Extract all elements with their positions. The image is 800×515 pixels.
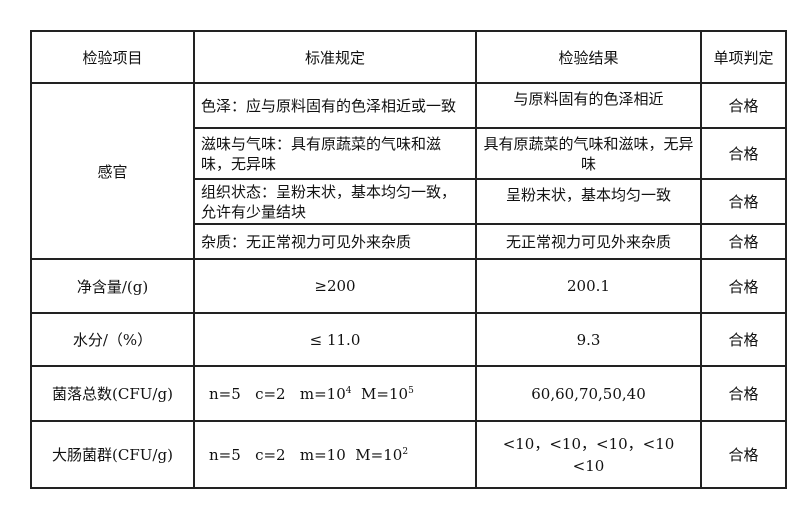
- verdict-cell: 合格: [700, 223, 787, 260]
- header-result: 检验结果: [475, 30, 702, 84]
- result-cell: 呈粉末状，基本均匀一致: [475, 178, 702, 225]
- table-row: 滋味与气味：具有原蔬菜的气味和滋味，无异味 具有原蔬菜的气味和滋味，无异味 合格: [31, 127, 787, 180]
- exponent: 5: [408, 385, 414, 396]
- item-cell: 水分/（%）: [30, 312, 195, 367]
- standard-text: n=5 c=2 m=10: [209, 384, 346, 403]
- standard-cell: 组织状态：呈粉末状，基本均匀一致，允许有少量结块: [193, 178, 477, 225]
- table-row: 组织状态：呈粉末状，基本均匀一致，允许有少量结块 呈粉末状，基本均匀一致 合格: [31, 178, 787, 225]
- result-cell: 无正常视力可见外来杂质: [475, 223, 702, 260]
- result-cell: 60,60,70,50,40: [475, 365, 702, 422]
- standard-cell: ≤ 11.0: [193, 312, 477, 367]
- inspection-table: 检验项目 标准规定 检验结果 单项判定 感官 色泽：应与原料固有的色泽相近或一致…: [30, 30, 787, 489]
- exponent: 2: [402, 446, 409, 457]
- verdict-cell: 合格: [700, 178, 787, 225]
- standard-cell: n=5 c=2 m=104 M=105: [193, 365, 477, 422]
- result-cell: 具有原蔬菜的气味和滋味，无异味: [475, 127, 702, 180]
- item-cell: 净含量/(g): [30, 258, 195, 314]
- exponent: 4: [345, 385, 352, 396]
- standard-cell: 滋味与气味：具有原蔬菜的气味和滋味，无异味: [193, 127, 477, 180]
- verdict-cell: 合格: [700, 365, 787, 422]
- table-row: 大肠菌群(CFU/g) n=5 c=2 m=10 M=102 <10，<10，<…: [30, 420, 787, 489]
- table-row: 杂质：无正常视力可见外来杂质 无正常视力可见外来杂质 合格: [31, 223, 787, 260]
- result-cell: 9.3: [475, 312, 702, 367]
- item-cell: 大肠菌群(CFU/g): [30, 420, 195, 489]
- verdict-cell: 合格: [700, 127, 787, 180]
- standard-text: n=5 c=2 m=10 M=10: [209, 445, 403, 464]
- result-cell: 200.1: [475, 258, 702, 314]
- standard-cell: 杂质：无正常视力可见外来杂质: [193, 223, 477, 260]
- standard-text: M=10: [351, 384, 409, 403]
- verdict-cell: 合格: [700, 258, 787, 314]
- header-row: 检验项目 标准规定 检验结果 单项判定: [30, 30, 787, 84]
- verdict-cell: 合格: [700, 420, 787, 489]
- standard-cell: n=5 c=2 m=10 M=102: [193, 420, 477, 489]
- table-row: 净含量/(g) ≥200 200.1 合格: [30, 258, 787, 314]
- sensory-label: 感官: [30, 82, 195, 260]
- item-cell: 菌落总数(CFU/g): [30, 365, 195, 422]
- result-cell: <10，<10，<10，<10 <10: [475, 420, 702, 489]
- verdict-cell: 合格: [700, 82, 787, 129]
- result-cell: 与原料固有的色泽相近: [475, 82, 702, 129]
- header-standard: 标准规定: [193, 30, 477, 84]
- table-row: 水分/（%） ≤ 11.0 9.3 合格: [30, 312, 787, 367]
- standard-cell: ≥200: [193, 258, 477, 314]
- table-row: 感官 色泽：应与原料固有的色泽相近或一致 与原料固有的色泽相近 合格: [30, 82, 787, 260]
- header-verdict: 单项判定: [700, 30, 787, 84]
- verdict-cell: 合格: [700, 312, 787, 367]
- header-item: 检验项目: [30, 30, 195, 84]
- table-row: 菌落总数(CFU/g) n=5 c=2 m=104 M=105 60,60,70…: [30, 365, 787, 422]
- standard-cell: 色泽：应与原料固有的色泽相近或一致: [193, 82, 477, 129]
